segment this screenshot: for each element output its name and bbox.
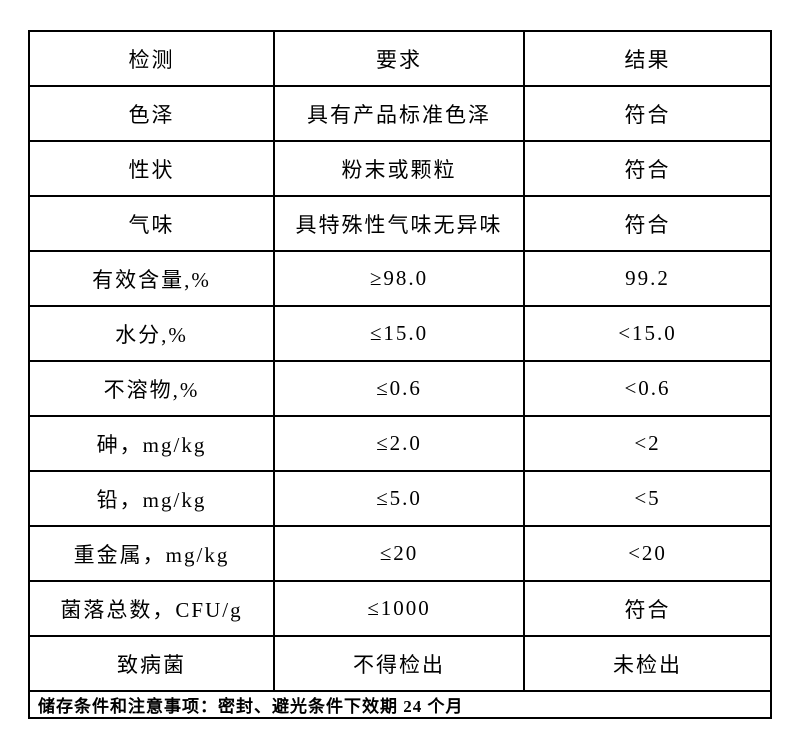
test-name-cell: 砷，mg/kg: [28, 415, 275, 472]
table-row: 重金属，mg/kg ≤20 <20: [28, 525, 772, 582]
requirement-cell: ≤1000: [273, 580, 525, 637]
table-row: 性状 粉末或颗粒 符合: [28, 140, 772, 197]
requirement-cell: ≤5.0: [273, 470, 525, 527]
test-name-cell: 铅，mg/kg: [28, 470, 275, 527]
test-name-cell: 色泽: [28, 85, 275, 142]
test-name-cell: 致病菌: [28, 635, 275, 692]
requirement-cell: ≤0.6: [273, 360, 525, 417]
test-name-cell: 水分,%: [28, 305, 275, 362]
table-row: 气味 具特殊性气味无异味 符合: [28, 195, 772, 252]
table-header-row: 检测 要求 结果: [28, 30, 772, 87]
table-row: 铅，mg/kg ≤5.0 <5: [28, 470, 772, 527]
requirement-cell: 不得检出: [273, 635, 525, 692]
result-cell: 符合: [523, 580, 772, 637]
test-name-cell: 性状: [28, 140, 275, 197]
result-cell: 符合: [523, 85, 772, 142]
result-cell: <20: [523, 525, 772, 582]
table-row: 有效含量,% ≥98.0 99.2: [28, 250, 772, 307]
result-cell: <5: [523, 470, 772, 527]
test-name-cell: 不溶物,%: [28, 360, 275, 417]
table-row: 水分,% ≤15.0 <15.0: [28, 305, 772, 362]
table-row: 砷，mg/kg ≤2.0 <2: [28, 415, 772, 472]
table-footer-row: 储存条件和注意事项：密封、避光条件下效期 24 个月: [28, 690, 772, 719]
requirement-cell: ≥98.0: [273, 250, 525, 307]
table-row: 不溶物,% ≤0.6 <0.6: [28, 360, 772, 417]
test-name-cell: 气味: [28, 195, 275, 252]
result-cell: 未检出: [523, 635, 772, 692]
result-cell: <2: [523, 415, 772, 472]
requirement-cell: ≤15.0: [273, 305, 525, 362]
column-header-requirement: 要求: [273, 30, 525, 87]
table-row: 菌落总数，CFU/g ≤1000 符合: [28, 580, 772, 637]
column-header-test: 检测: [28, 30, 275, 87]
requirement-cell: 具有产品标准色泽: [273, 85, 525, 142]
table-row: 色泽 具有产品标准色泽 符合: [28, 85, 772, 142]
test-name-cell: 菌落总数，CFU/g: [28, 580, 275, 637]
column-header-result: 结果: [523, 30, 772, 87]
result-cell: 符合: [523, 140, 772, 197]
result-cell: 符合: [523, 195, 772, 252]
requirement-cell: ≤2.0: [273, 415, 525, 472]
requirement-cell: 具特殊性气味无异味: [273, 195, 525, 252]
requirement-cell: 粉末或颗粒: [273, 140, 525, 197]
storage-note: 储存条件和注意事项：密封、避光条件下效期 24 个月: [28, 690, 772, 719]
requirement-cell: ≤20: [273, 525, 525, 582]
result-cell: <15.0: [523, 305, 772, 362]
result-cell: 99.2: [523, 250, 772, 307]
inspection-table: 检测 要求 结果 色泽 具有产品标准色泽 符合 性状 粉末或颗粒 符合 气味 具…: [28, 30, 772, 719]
test-name-cell: 有效含量,%: [28, 250, 275, 307]
table-row: 致病菌 不得检出 未检出: [28, 635, 772, 692]
test-name-cell: 重金属，mg/kg: [28, 525, 275, 582]
result-cell: <0.6: [523, 360, 772, 417]
